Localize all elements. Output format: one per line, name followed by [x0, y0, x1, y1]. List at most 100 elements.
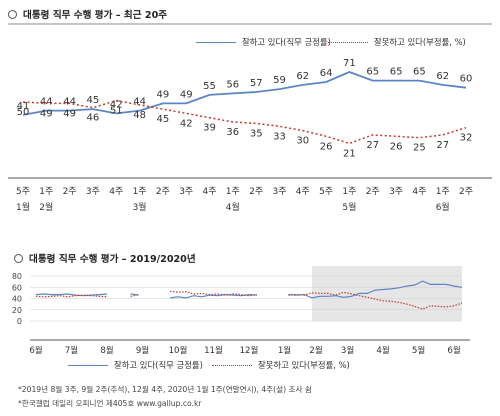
negative-series-segment: [130, 294, 139, 297]
x-tick-label: 1주: [436, 186, 450, 197]
negative-data-label: 35: [250, 128, 263, 139]
negative-data-label: 36: [226, 127, 239, 138]
negative-line-swatch: [328, 41, 368, 43]
x-tick-label: 2주: [366, 186, 380, 197]
negative-data-label: 26: [320, 141, 333, 152]
positive-series-segment: [170, 293, 257, 299]
y-tick-label: 80: [12, 272, 22, 281]
footnote-survey-gaps: *2019년 8월 3주, 9월 2주(추석), 12월 4주, 2020년 1…: [18, 385, 312, 394]
x-tick-label: 3주: [179, 186, 193, 197]
positive-data-label: 57: [250, 78, 263, 89]
x-tick-label: 5주: [319, 186, 333, 197]
x-tick-label: 6월: [447, 344, 460, 356]
x-tick-label: 1주: [39, 186, 53, 197]
positive-data-label: 44: [133, 97, 146, 108]
bottom-legend-positive-label: 잘하고 있다(직무 긍정률): [114, 360, 203, 370]
x-tick-label: 2월: [39, 201, 53, 213]
x-tick-label: 4월: [376, 344, 389, 356]
x-tick-label: 11월: [204, 344, 223, 356]
positive-data-label: 65: [366, 67, 379, 78]
x-tick-label: 9월: [136, 344, 149, 356]
negative-series-segment: [170, 290, 257, 297]
positive-series-line: [22, 71, 467, 116]
positive-data-label: 49: [157, 89, 170, 100]
positive-data-label: 62: [436, 71, 449, 82]
x-tick-label: 6월: [436, 201, 450, 213]
top-legend-positive: 잘하고 있다(직무 긍정률): [196, 36, 331, 48]
x-tick-label: 3월: [341, 344, 354, 356]
highlight-region: [312, 266, 462, 321]
x-tick-label: 2주: [459, 186, 473, 197]
bottom-legend-negative-label: 잘못하고 있다(부정률, %): [258, 360, 350, 370]
top-legend-positive-label: 잘하고 있다(직무 긍정률): [242, 37, 331, 47]
negative-line-swatch: [212, 364, 252, 366]
negative-data-label: 51: [110, 106, 123, 117]
negative-data-label: 30: [296, 136, 309, 147]
negative-data-label: 46: [87, 113, 100, 124]
negative-data-label: 27: [366, 140, 379, 151]
bottom-legend-negative: 잘못하고 있다(부정률, %): [212, 359, 350, 371]
y-tick-label: 40: [12, 295, 22, 304]
x-tick-label: 3주: [272, 186, 286, 197]
negative-data-label: 49: [63, 108, 76, 119]
x-tick-label: 5월: [412, 344, 425, 356]
negative-data-label: 33: [273, 131, 286, 142]
x-tick-label: 3주: [389, 186, 403, 197]
negative-data-label: 45: [157, 114, 170, 125]
x-tick-label: 2주: [63, 186, 77, 197]
x-tick-label: 3월: [133, 201, 147, 213]
negative-data-label: 25: [413, 143, 426, 154]
bottom-chart-title-text: 대통령 직무 수행 평가 – 2019/2020년: [29, 254, 196, 265]
x-tick-label: 4월: [226, 201, 240, 213]
x-tick-label: 4주: [412, 186, 426, 197]
x-tick-label: 7월: [65, 344, 78, 356]
positive-data-label: 65: [390, 67, 403, 78]
x-tick-label: 1월: [16, 201, 30, 213]
positive-data-label: 64: [320, 68, 333, 79]
positive-data-label: 44: [40, 97, 53, 108]
positive-data-label: 56: [226, 79, 239, 90]
x-tick-label: 1월: [278, 344, 291, 356]
x-tick-label: 5주: [16, 186, 30, 197]
top-legend-negative: 잘못하고 있다(부정률, %): [328, 36, 466, 48]
x-tick-label: 3주: [86, 186, 100, 197]
positive-series-segment: [35, 293, 108, 297]
x-tick-label: 1주: [226, 186, 240, 197]
top-chart-title-text: 대통령 직무 수행 평가 – 최근 20주: [23, 10, 168, 21]
positive-data-label: 59: [273, 75, 286, 86]
negative-data-label: 48: [133, 110, 146, 121]
negative-data-label: 21: [343, 148, 356, 159]
x-tick-label: 4주: [296, 186, 310, 197]
x-tick-label: 4주: [202, 186, 216, 197]
positive-data-label: 41: [17, 101, 30, 112]
y-tick-label: 0: [17, 317, 22, 326]
bottom-legend-positive: 잘하고 있다(직무 긍정률): [68, 359, 203, 371]
positive-line-swatch: [196, 41, 236, 43]
circle-bullet-icon: [8, 10, 17, 19]
positive-data-label: 42: [110, 99, 123, 110]
positive-data-label: 65: [413, 67, 426, 78]
x-tick-label: 1주: [342, 186, 356, 197]
positive-data-label: 71: [343, 58, 356, 69]
bottom-line-chart: 0 20 40 60 80 6월 7월 8월 9월 10월 11월 12월 1월 2월 3월 4월 5월 6월: [12, 266, 470, 356]
positive-data-label: 49: [180, 89, 193, 100]
footnote-source: *한국갤럽 데일리 오피니언 제405호 www.gallup.co.kr: [18, 399, 202, 408]
x-tick-label: 12월: [240, 344, 259, 356]
bottom-chart-title: 대통령 직무 수행 평가 – 2019/2020년: [14, 251, 196, 265]
top-legend-negative-label: 잘못하고 있다(부정률, %): [374, 37, 466, 47]
x-tick-label: 2월: [309, 344, 322, 356]
y-tick-label: 60: [12, 283, 22, 292]
positive-line-swatch: [68, 364, 108, 366]
negative-data-label: 32: [460, 133, 473, 144]
positive-data-label: 45: [87, 95, 100, 106]
negative-data-label: 27: [436, 140, 449, 151]
positive-data-label: 44: [63, 97, 76, 108]
circle-bullet-icon: [14, 254, 23, 263]
positive-series-segment: [288, 280, 463, 299]
negative-data-label: 50: [17, 107, 30, 118]
x-tick-label: 6월: [29, 344, 42, 356]
negative-data-label: 42: [180, 118, 193, 129]
x-tick-label: 1주: [133, 186, 147, 197]
x-tick-label: 2주: [156, 186, 170, 197]
